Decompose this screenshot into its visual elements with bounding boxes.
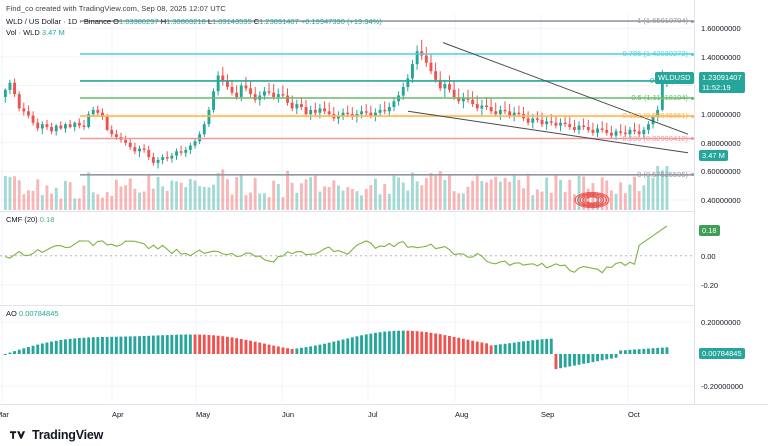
open-value: 1.03380297 [118, 17, 159, 26]
price-axis-tick: 0.80000000 [701, 138, 741, 148]
fib-level-label-0_786: 0.786 (1.42030272) [622, 49, 688, 58]
volume-spike-ellipse-annotation [574, 191, 610, 209]
fib-level-marker [691, 19, 694, 23]
open-label: O [113, 17, 119, 26]
fib-level-marker [691, 52, 694, 56]
cmf-pane[interactable] [0, 212, 694, 304]
cmf-legend[interactable]: CMF (20) 0.18 [6, 215, 54, 224]
last-price-value: 1.23091407 [702, 73, 742, 83]
ao-name: AO [6, 309, 17, 318]
pane-divider-2 [0, 305, 768, 306]
symbol-label: WLD / US Dollar · 1D · Binance [6, 17, 112, 26]
cmf-axis-tick: 0.00 [701, 251, 716, 261]
ao-legend[interactable]: AO 0.00784845 [6, 309, 59, 318]
cmf-value-badge: 0.18 [699, 224, 720, 237]
price-axis-tick: 1.00000000 [701, 110, 741, 120]
time-axis-tick: Jun [282, 410, 295, 419]
close-label: C [253, 17, 260, 26]
fib-level-label-0_236: 0.236 (0.82968412) [622, 133, 688, 143]
last-price-badge[interactable]: 1.23091407 11:52:19 [699, 72, 745, 94]
fib-level-label-1: 1 (1.65010704) [637, 16, 688, 26]
cmf-axis-tick: -0.20 [701, 281, 719, 290]
tradingview-wordmark: TradingView [32, 428, 104, 442]
price-axis-tick: 1.60000000 [701, 24, 741, 34]
volume-badge: 3.47 M [699, 149, 728, 162]
high-value: 1.30803218 [166, 17, 206, 26]
attribution-text: Find_co created with TradingView.com, Se… [6, 4, 226, 13]
fib-level-marker [691, 173, 694, 177]
footer-bar: TradingView [0, 424, 768, 446]
ao-value: 0.00784845 [18, 309, 59, 318]
symbol-legend[interactable]: WLD / US Dollar · 1D · Binance O1.033802… [6, 17, 382, 26]
ao-value-badge: 0.00784845 [699, 347, 745, 360]
price-axis-tick: 0.60000000 [701, 167, 741, 177]
fib-level-label-0: 0 (0.57625505) [637, 169, 688, 179]
pane-divider-1 [0, 211, 768, 212]
tradingview-mark-icon [10, 431, 26, 439]
tradingview-logo[interactable]: TradingView [10, 428, 103, 442]
cmf-value: 0.18 [39, 215, 55, 224]
fib-level-marker [691, 114, 694, 118]
time-axis-tick: Aug [455, 410, 469, 419]
last-price-symbol-tag: WLDUSD [655, 72, 694, 84]
change-value: +0.19947390 [300, 17, 345, 26]
low-label: L [207, 17, 212, 26]
volume-value: 3.47 M [41, 28, 65, 37]
low-value: 1.03143535 [212, 17, 252, 26]
ao-axis-tick: -0.20000000 [701, 382, 744, 391]
time-axis-tick: Jul [368, 410, 378, 419]
price-axis-tick: 1.40000000 [701, 52, 741, 62]
high-label: H [160, 17, 167, 26]
time-axis-tick: May [196, 410, 211, 419]
ao-pane[interactable] [0, 306, 694, 402]
fib-level-marker [691, 96, 694, 100]
fib-level-marker [691, 137, 694, 140]
volume-label: Vol · WLD [6, 28, 40, 37]
change-percent: (+19.34%) [346, 17, 382, 26]
time-axis[interactable]: Mar Apr May Jun Jul Aug Sep Oct [0, 404, 768, 424]
price-axis[interactable]: 1.60000000 1.40000000 1.00000000 0.80000000… [655, 0, 768, 404]
price-axis-tick: 0.40000000 [701, 196, 741, 205]
fib-level-label-0_5: 0.5 (1.11318104) [631, 93, 688, 102]
fib-level-label-0_382: 0.382 (0.98646651) [622, 111, 688, 121]
time-axis-tick: Apr [112, 410, 124, 419]
ao-axis-tick: 0.20000000 [701, 318, 741, 327]
volume-legend[interactable]: Vol · WLD 3.47 M [6, 28, 65, 37]
cmf-name: CMF (20) [6, 215, 38, 224]
time-axis-tick: Oct [628, 410, 640, 419]
time-axis-tick: Sep [541, 410, 555, 419]
time-axis-tick: Mar [0, 410, 9, 419]
close-value: 1.23091407 [259, 17, 299, 26]
price-pane[interactable] [0, 14, 694, 210]
last-price-time: 11:52:19 [702, 82, 731, 92]
